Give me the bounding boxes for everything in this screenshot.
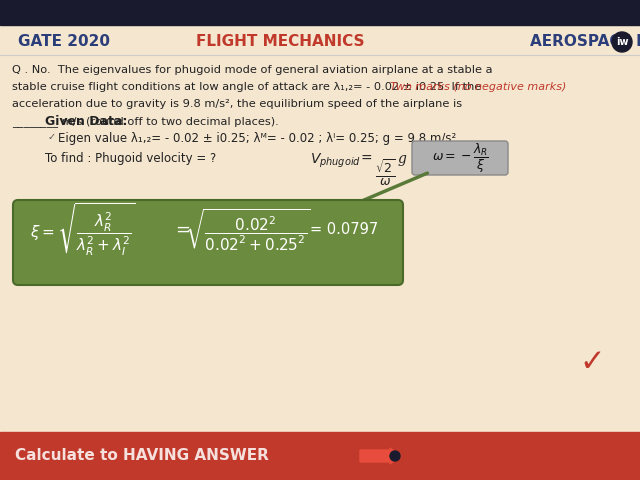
FancyArrow shape	[360, 448, 400, 464]
Text: =: =	[175, 221, 190, 239]
Text: Given Data:: Given Data:	[45, 115, 127, 128]
Text: $\omega = -\dfrac{\lambda_R}{\xi}$: $\omega = -\dfrac{\lambda_R}{\xi}$	[431, 142, 488, 175]
Bar	[0, 432, 640, 480]
Text: Eigen value λ₁,₂= - 0.02 ± i0.25; λᴹ= - 0.02 ; λᴵ= 0.25; g = 9.8 m/s²: Eigen value λ₁,₂= - 0.02 ± i0.25; λᴹ= - …	[58, 132, 456, 145]
Text: $V_{phugoid}$: $V_{phugoid}$	[310, 152, 361, 170]
Text: FLIGHT MECHANICS: FLIGHT MECHANICS	[196, 35, 364, 49]
Text: stable cruise flight conditions at low angle of attack are λ₁,₂= - 0.02 ± i0.25.: stable cruise flight conditions at low a…	[12, 82, 481, 92]
Text: Calculate to HAVING ANSWER: Calculate to HAVING ANSWER	[15, 448, 269, 464]
Text: Q . No.  The eigenvalues for phugoid mode of general aviation airplane at a stab: Q . No. The eigenvalues for phugoid mode…	[12, 65, 493, 75]
Text: ________ m/s (round off to two decimal places).: ________ m/s (round off to two decimal p…	[12, 116, 279, 127]
Circle shape	[612, 32, 632, 52]
Circle shape	[390, 451, 400, 461]
Text: $\sqrt{\dfrac{0.02^2}{0.02^2 + 0.25^2}}$: $\sqrt{\dfrac{0.02^2}{0.02^2 + 0.25^2}}$	[185, 207, 311, 252]
Text: g: g	[398, 152, 407, 166]
Text: $\checkmark$: $\checkmark$	[579, 346, 601, 374]
Text: iw: iw	[616, 37, 628, 47]
Text: GATE 2020: GATE 2020	[18, 35, 110, 49]
Text: = 0.0797: = 0.0797	[310, 223, 378, 238]
Bar	[0, 25, 640, 432]
Text: ✓: ✓	[48, 132, 56, 142]
Text: AEROSPACE ENGINEERING: AEROSPACE ENGINEERING	[530, 35, 640, 49]
Bar	[0, 0, 640, 25]
FancyBboxPatch shape	[412, 141, 508, 175]
Text: acceleration due to gravity is 9.8 m/s², the equilibrium speed of the airplane i: acceleration due to gravity is 9.8 m/s²,…	[12, 99, 462, 109]
Text: To find : Phugoid velocity = ?: To find : Phugoid velocity = ?	[45, 152, 216, 165]
Text: $\xi = \sqrt{\dfrac{\lambda_R^2}{\lambda_R^2 + \lambda_I^2}}$: $\xi = \sqrt{\dfrac{\lambda_R^2}{\lambda…	[30, 202, 136, 258]
Text: $\frac{\sqrt{2}}{\omega}$: $\frac{\sqrt{2}}{\omega}$	[375, 157, 396, 188]
FancyBboxPatch shape	[13, 200, 403, 285]
Text: Two marks (no negative marks): Two marks (no negative marks)	[390, 82, 566, 92]
Text: =: =	[360, 152, 372, 166]
